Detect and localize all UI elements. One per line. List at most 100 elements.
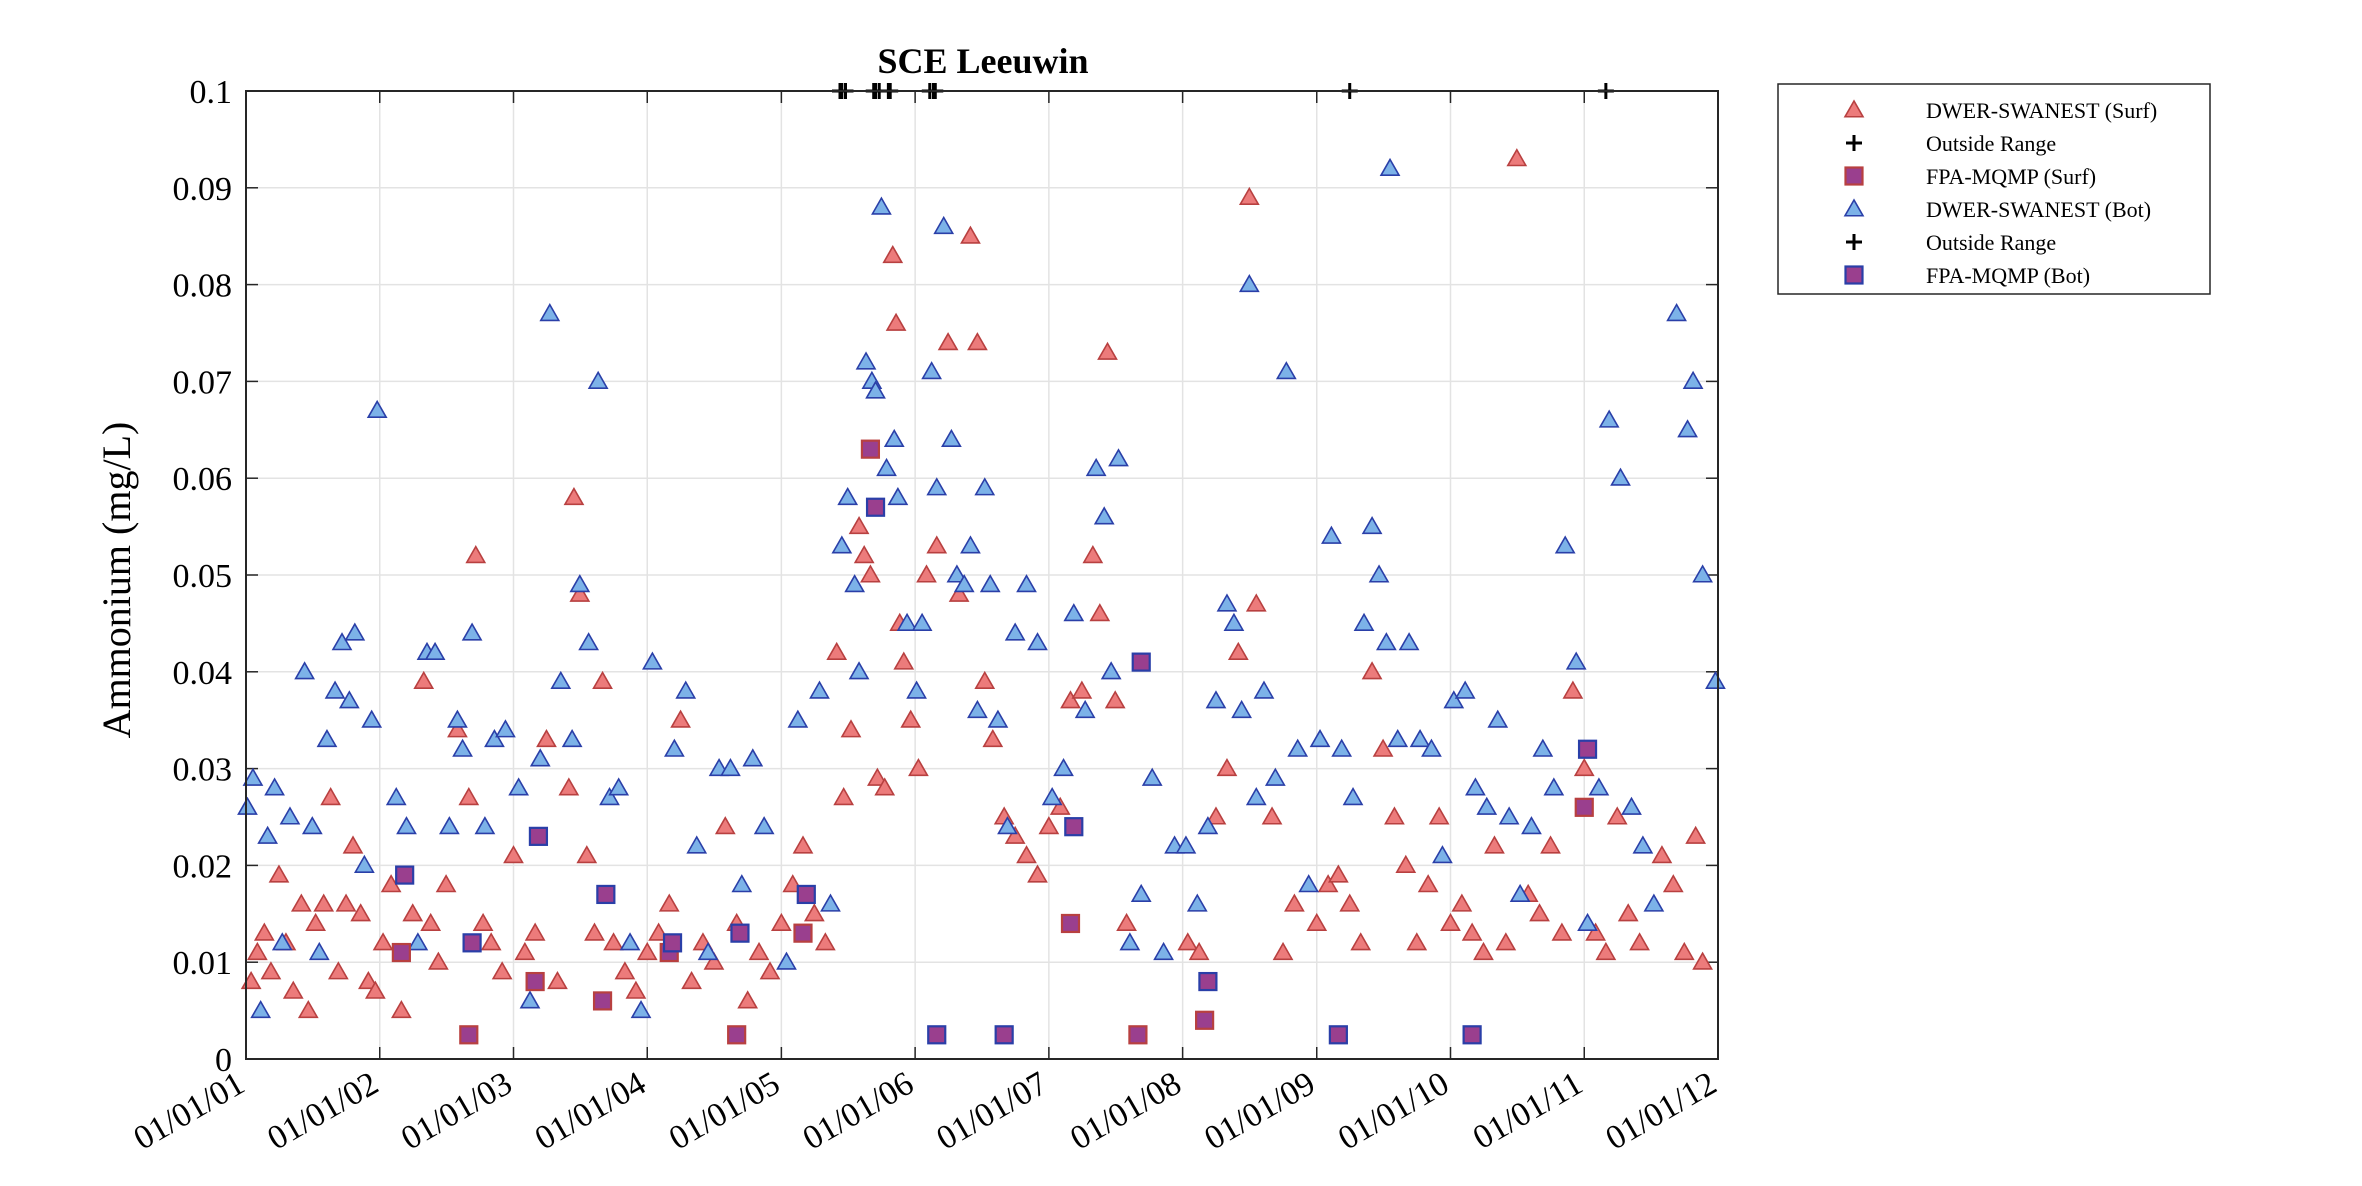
data-point-triangle: [1372, 738, 1394, 757]
data-point-triangle: [1227, 641, 1249, 660]
data-point-triangle: [670, 709, 691, 728]
data-point-triangle: [1540, 835, 1561, 854]
y-tick-label: 0.01: [173, 945, 233, 982]
data-point-triangle: [1384, 806, 1405, 825]
data-point-square: [796, 884, 816, 905]
data-point-triangle: [1476, 796, 1498, 815]
data-point-triangle: [1321, 525, 1342, 544]
data-point-triangle: [447, 709, 468, 728]
data-point-triangle: [1662, 874, 1684, 893]
data-point-triangle: [1298, 874, 1320, 893]
data-point-triangle: [1498, 806, 1520, 825]
data-point-triangle: [514, 941, 536, 961]
data-point-square: [1577, 739, 1598, 759]
data-point-triangle: [844, 574, 866, 593]
y-tick-label: 0.08: [173, 268, 233, 305]
data-point-triangle: [953, 574, 975, 593]
data-point-triangle: [1104, 690, 1126, 709]
data-point-triangle: [1041, 787, 1063, 806]
data-point-triangle: [1309, 728, 1331, 748]
data-point-triangle: [896, 612, 918, 631]
data-point-triangle: [742, 748, 764, 767]
data-point-square: [1131, 652, 1151, 672]
data-point-triangle: [1692, 951, 1713, 970]
data-point-triangle: [1004, 622, 1026, 641]
data-point-triangle: [826, 641, 848, 660]
data-point-triangle: [495, 719, 516, 738]
data-point-triangle: [900, 709, 922, 728]
legend-marker: [1844, 166, 1864, 186]
data-point-triangle: [997, 816, 1018, 835]
data-point-triangle: [948, 583, 970, 602]
data-point-triangle: [1361, 515, 1383, 535]
data-point-triangle: [883, 428, 905, 448]
data-point-triangle: [848, 661, 870, 680]
data-point-square: [994, 1025, 1014, 1045]
data-point-triangle: [1409, 728, 1431, 748]
data-point-triangle: [361, 709, 383, 728]
data-point-triangle: [1509, 883, 1531, 902]
data-point-triangle: [1395, 854, 1417, 873]
legend-marker: [1843, 99, 1865, 118]
data-point-square: [860, 439, 881, 459]
legend-label: DWER-SWANEST (Surf): [1926, 98, 2157, 123]
data-point-triangle: [865, 380, 886, 399]
legend-box: [1777, 83, 2211, 295]
data-point-triangle: [921, 361, 942, 380]
data-point-triangle: [882, 244, 904, 264]
data-point-triangle: [974, 477, 996, 496]
legend-marker: [1844, 265, 1864, 285]
data-point-triangle: [906, 680, 927, 699]
data-point-triangle: [1666, 303, 1687, 322]
data-point-triangle: [1353, 612, 1375, 631]
data-point-triangle: [737, 990, 759, 1009]
data-point-triangle: [642, 651, 663, 670]
data-point-triangle: [792, 835, 814, 854]
y-tick-label: 0.07: [173, 364, 233, 401]
data-point-triangle: [1275, 361, 1297, 380]
data-point-square: [525, 971, 545, 992]
data-point-triangle: [663, 738, 685, 757]
y-tick-label: 0.09: [173, 171, 233, 208]
data-point-triangle: [874, 777, 896, 796]
data-point-square: [662, 933, 683, 953]
data-point-square: [1198, 971, 1218, 992]
data-point-triangle: [1632, 835, 1654, 854]
data-point-triangle: [1673, 941, 1695, 961]
data-point-triangle: [1074, 699, 1096, 719]
data-point-triangle: [1406, 932, 1428, 951]
data-point-triangle: [759, 961, 781, 980]
data-point-square: [395, 865, 415, 885]
legend-marker: [1843, 198, 1865, 217]
data-point-triangle: [1554, 535, 1576, 554]
data-point-triangle: [569, 583, 591, 602]
y-tick-label: 0.05: [173, 558, 233, 595]
data-point-triangle: [885, 312, 907, 331]
data-point-triangle: [753, 816, 775, 835]
data-point-triangle: [331, 632, 353, 651]
data-point-triangle: [714, 816, 736, 835]
data-point-triangle: [547, 970, 568, 990]
data-point-triangle: [697, 941, 719, 961]
data-point-triangle: [1705, 670, 1726, 690]
legend: DWER-SWANEST (Surf) Outside Range FPA-MQMP…: [1777, 83, 2211, 295]
data-point-triangle: [770, 912, 792, 932]
data-point-triangle: [491, 961, 513, 980]
y-tick-label: 0.04: [173, 655, 233, 692]
data-point-triangle: [1677, 419, 1698, 438]
data-point-triangle: [1119, 932, 1141, 951]
data-point-triangle: [1451, 893, 1473, 912]
data-point-triangle: [428, 951, 449, 970]
data-point-triangle: [1629, 932, 1650, 951]
data-point-triangle: [1016, 574, 1037, 593]
data-point-triangle: [614, 961, 636, 980]
plot-area: 0 0.01 0.02 0.03 0.04 0.05 0.06 0.07 0.08 0.09 0.1…: [128, 74, 1726, 1157]
legend-entry: DWER-SWANEST (Surf): [1843, 98, 2157, 123]
data-point-triangle: [1421, 738, 1442, 757]
legend-entry: DWER-SWANEST (Bot): [1843, 197, 2151, 222]
data-point-triangle: [474, 816, 496, 835]
data-point-triangle: [335, 893, 357, 912]
data-point-triangle: [524, 922, 546, 941]
data-point-triangle: [313, 893, 335, 912]
y-tick-label: 0: [215, 1042, 232, 1079]
